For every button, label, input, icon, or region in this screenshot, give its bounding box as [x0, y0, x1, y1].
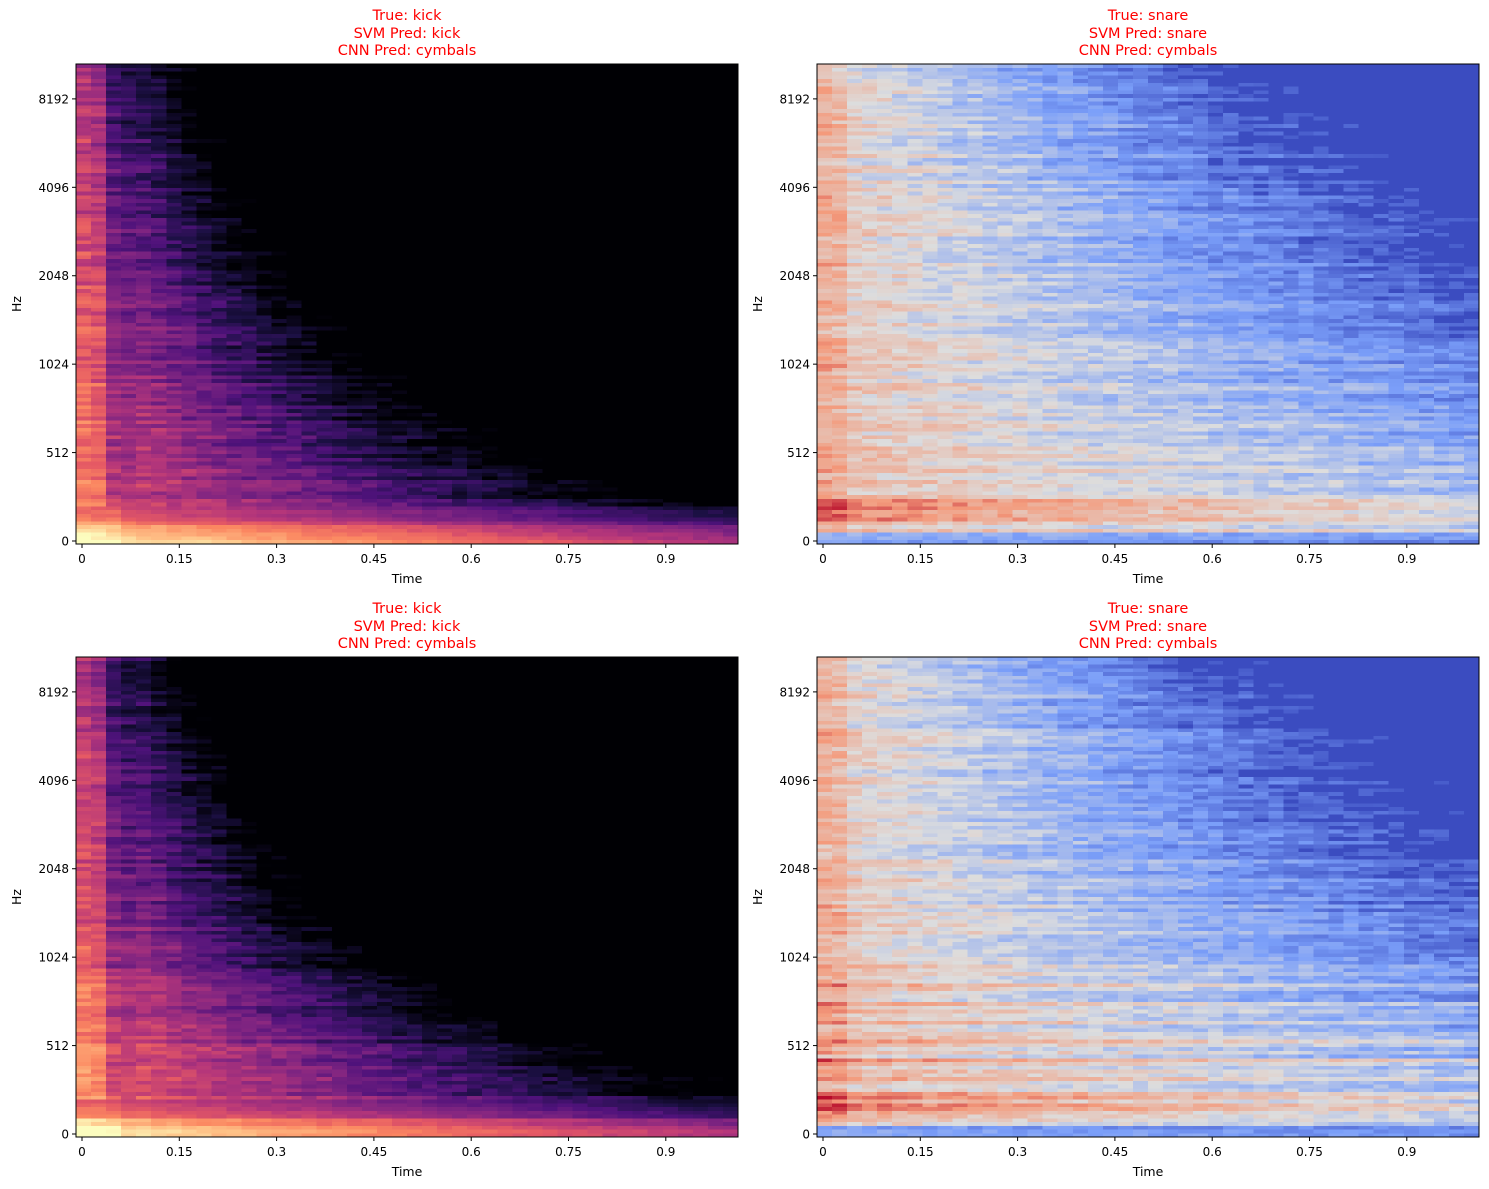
subplot-title: True: snare SVM Pred: snare CNN Pred: cymb… [798, 601, 1489, 654]
subplot-title: True: snare SVM Pred: snare CNN Pred: cymb… [798, 8, 1489, 61]
y-tick-label: 0 [61, 535, 69, 549]
y-tick-label: 512 [787, 446, 810, 460]
x-tick-label: 0.3 [1008, 552, 1027, 566]
x-tick-label: 0.9 [656, 552, 675, 566]
y-tick-label: 4096 [38, 774, 69, 788]
y-tick-label: 2048 [38, 269, 69, 283]
x-axis-label: Time [1132, 571, 1164, 586]
x-tick-label: 0 [819, 552, 827, 566]
y-tick-label: 512 [46, 446, 69, 460]
spectrogram-heatmap [817, 64, 1479, 544]
x-tick-label: 0.45 [1102, 552, 1129, 566]
x-tick-label: 0.6 [1203, 552, 1222, 566]
x-tick-label: 0.3 [267, 552, 286, 566]
y-tick-label: 0 [802, 535, 810, 549]
axes-frame [816, 63, 1480, 545]
y-tick-label: 512 [787, 1039, 810, 1053]
x-tick-label: 0.15 [166, 552, 193, 566]
y-tick-label: 512 [46, 1039, 69, 1053]
title-line: CNN Pred: cymbals [337, 43, 477, 59]
axes: 0 0.15 0.3 0.45 0.6 0.75 0.9 0 512 1024 2048 4096 81… [750, 63, 1480, 586]
title-line: True: snare [1107, 601, 1189, 617]
title-line: True: kick [372, 601, 442, 617]
axes: 0 0.15 0.3 0.45 0.6 0.75 0.9 0 512 1024 2048 4096 81… [9, 656, 739, 1179]
axes-frame [75, 656, 739, 1138]
subplot-title: True: kick SVM Pred: kick CNN Pred: cymbal… [57, 601, 757, 654]
title-line: CNN Pred: cymbals [337, 636, 477, 652]
spectrogram-heatmap [76, 657, 738, 1137]
title-line: CNN Pred: cymbals [1078, 636, 1218, 652]
axes-frame [816, 656, 1480, 1138]
x-axis-label: Time [391, 571, 423, 586]
y-tick-label: 1024 [38, 951, 69, 965]
axes: 0 0.15 0.3 0.45 0.6 0.75 0.9 0 512 1024 2048 4096 81… [9, 63, 739, 586]
spectrogram-heatmap [817, 657, 1479, 1137]
y-axis-label: Hz [750, 296, 765, 312]
x-tick-label: 0.9 [656, 1145, 675, 1159]
title-line: CNN Pred: cymbals [1078, 43, 1218, 59]
x-tick-label: 0 [819, 1145, 827, 1159]
title-line: True: kick [372, 8, 442, 24]
y-axis-label: Hz [9, 889, 24, 905]
y-tick-label: 8192 [779, 685, 810, 699]
x-tick-label: 0.75 [1296, 1145, 1323, 1159]
y-axis-label: Hz [750, 889, 765, 905]
y-tick-label: 2048 [779, 862, 810, 876]
y-axis-label: Hz [9, 296, 24, 312]
x-tick-label: 0.6 [462, 552, 481, 566]
x-tick-label: 0.45 [1102, 1145, 1129, 1159]
y-tick-label: 8192 [779, 92, 810, 106]
y-tick-label: 1024 [779, 358, 810, 372]
x-axis-label: Time [1132, 1164, 1164, 1179]
y-tick-label: 0 [61, 1128, 69, 1142]
y-tick-label: 2048 [779, 269, 810, 283]
title-line: SVM Pred: kick [353, 618, 461, 635]
x-axis-label: Time [391, 1164, 423, 1179]
y-tick-label: 8192 [38, 685, 69, 699]
x-tick-label: 0.3 [1008, 1145, 1027, 1159]
y-tick-label: 0 [802, 1128, 810, 1142]
title-line: SVM Pred: kick [353, 25, 461, 42]
y-tick-label: 2048 [38, 862, 69, 876]
x-tick-label: 0.3 [267, 1145, 286, 1159]
axes: 0 0.15 0.3 0.45 0.6 0.75 0.9 0 512 1024 2048 4096 81… [750, 656, 1480, 1179]
y-tick-label: 4096 [779, 181, 810, 195]
subplot-title: True: kick SVM Pred: kick CNN Pred: cymbal… [57, 8, 757, 61]
x-tick-label: 0.15 [907, 552, 934, 566]
x-tick-label: 0 [78, 1145, 86, 1159]
axes-frame [75, 63, 739, 545]
x-tick-label: 0 [78, 552, 86, 566]
y-tick-label: 1024 [779, 951, 810, 965]
x-tick-label: 0.45 [361, 552, 388, 566]
x-tick-label: 0.15 [907, 1145, 934, 1159]
title-line: SVM Pred: snare [1088, 618, 1208, 635]
y-tick-label: 8192 [38, 92, 69, 106]
title-line: SVM Pred: snare [1088, 25, 1208, 42]
x-tick-label: 0.9 [1397, 552, 1416, 566]
x-tick-label: 0.45 [361, 1145, 388, 1159]
x-tick-label: 0.6 [1203, 1145, 1222, 1159]
spectrogram-heatmap [76, 64, 738, 544]
x-tick-label: 0.15 [166, 1145, 193, 1159]
title-line: True: snare [1107, 8, 1189, 24]
y-tick-label: 4096 [38, 181, 69, 195]
x-tick-label: 0.75 [555, 1145, 582, 1159]
x-tick-label: 0.75 [1296, 552, 1323, 566]
x-tick-label: 0.9 [1397, 1145, 1416, 1159]
x-tick-label: 0.6 [462, 1145, 481, 1159]
x-tick-label: 0.75 [555, 552, 582, 566]
y-tick-label: 4096 [779, 774, 810, 788]
y-tick-label: 1024 [38, 358, 69, 372]
